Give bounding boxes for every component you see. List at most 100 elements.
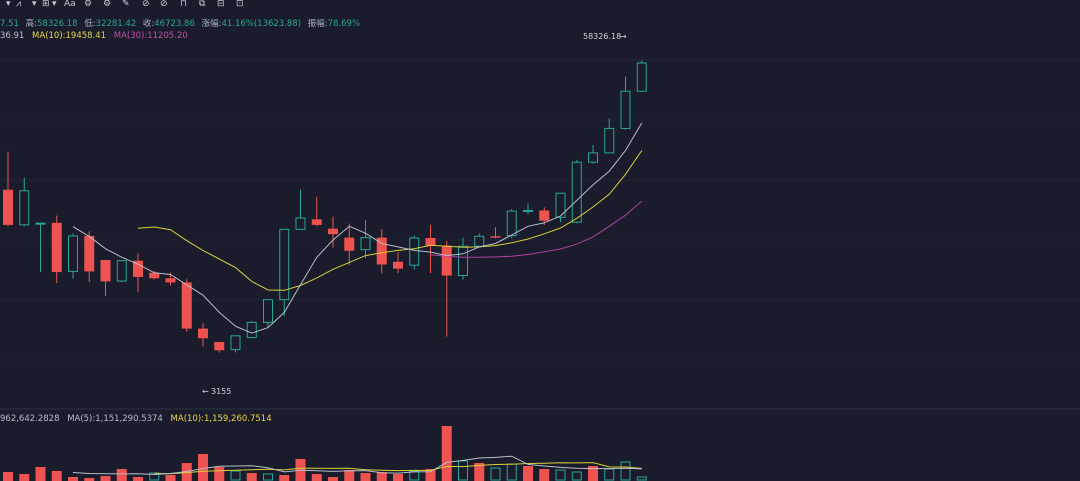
volume-bar bbox=[490, 467, 501, 481]
volume-bar bbox=[458, 460, 468, 481]
volume-bar bbox=[149, 472, 160, 481]
candle-body bbox=[279, 228, 290, 301]
low-annotation: 3155 bbox=[211, 387, 231, 396]
ma10-legend: MA(10):19458.41 bbox=[32, 31, 107, 41]
low-label: 低: bbox=[84, 19, 96, 29]
layers-icon[interactable]: ⊟ bbox=[217, 0, 225, 9]
copy-icon[interactable]: ⧉ bbox=[199, 0, 206, 9]
candle-body bbox=[19, 190, 30, 226]
candle-body bbox=[51, 222, 62, 273]
volume-ma10-legend: MA(10):1,159,260.7514 bbox=[170, 414, 272, 424]
ma5-legend: 36.91 bbox=[0, 31, 25, 41]
candle-body bbox=[3, 189, 13, 225]
volume-bar bbox=[263, 473, 273, 481]
candle-body bbox=[68, 235, 78, 272]
candle-body bbox=[360, 237, 371, 251]
high-annotation: 58326.18 bbox=[583, 32, 621, 41]
ohlc-stats: 7.51 高:58326.18 低:32281.42 收:46723.86 涨幅… bbox=[0, 17, 360, 29]
text-tool-icon[interactable]: Aa bbox=[64, 0, 76, 9]
high-value: 58326.18 bbox=[37, 19, 78, 29]
change-label: 涨幅: bbox=[201, 19, 222, 29]
candle-body bbox=[458, 245, 468, 277]
measure-tool-icon[interactable]: ⊘ bbox=[160, 0, 168, 9]
candles bbox=[3, 60, 647, 353]
volume-bar bbox=[604, 468, 615, 481]
fib-tool-icon[interactable]: ⚙ bbox=[103, 0, 112, 9]
low-arrow: ← bbox=[202, 387, 209, 396]
ma10-line bbox=[137, 150, 643, 291]
close-label: 收: bbox=[142, 19, 155, 29]
volume-bar bbox=[19, 474, 30, 481]
volume-bar bbox=[571, 471, 582, 481]
volume-bar bbox=[230, 470, 241, 481]
volume-legend: 962,642.2828 MA(5):1,151,290.5374 MA(10)… bbox=[0, 414, 277, 424]
candle-body bbox=[198, 328, 208, 339]
ma30-line bbox=[430, 200, 643, 258]
candle-body bbox=[441, 245, 452, 276]
volume-bar bbox=[441, 426, 452, 481]
volume-bar bbox=[409, 470, 420, 481]
volume-bar bbox=[555, 469, 566, 481]
candle-body bbox=[490, 236, 501, 238]
candle-body bbox=[376, 237, 387, 265]
annotations: 58326.18 → ← 3155 bbox=[202, 32, 627, 396]
candle-body bbox=[636, 62, 647, 92]
volume-ma5-legend: MA(5):1,151,290.5374 bbox=[67, 414, 163, 424]
volume-bar bbox=[198, 454, 208, 481]
candle-body bbox=[523, 209, 533, 212]
candle-body bbox=[474, 235, 485, 247]
volume-bar bbox=[165, 475, 176, 481]
pattern-tool-icon[interactable]: ⚙ bbox=[84, 0, 93, 9]
volume-bar bbox=[620, 461, 631, 481]
candle-body bbox=[571, 161, 582, 223]
volume-bar bbox=[51, 471, 62, 481]
volume-bar bbox=[474, 463, 485, 481]
candle-body bbox=[555, 192, 566, 218]
ruler-tool-icon[interactable]: ⊘ bbox=[142, 0, 150, 9]
low-value: 32281.42 bbox=[95, 19, 137, 29]
candle-body bbox=[230, 335, 241, 351]
grid bbox=[0, 59, 1080, 361]
volume-bar bbox=[68, 477, 78, 481]
candle-body bbox=[311, 219, 322, 225]
volume-bar bbox=[246, 473, 257, 481]
volume-ma-lines bbox=[72, 455, 642, 476]
volume-ma10-line bbox=[154, 462, 642, 475]
volume-bar bbox=[393, 474, 403, 481]
candle-body bbox=[116, 260, 127, 282]
brush-tool-icon[interactable]: ✎ bbox=[122, 0, 130, 9]
volume-bar bbox=[506, 463, 517, 481]
chevron-down-icon-2[interactable]: ▾ bbox=[52, 0, 57, 9]
trash-icon[interactable]: ⊡ bbox=[236, 0, 244, 9]
volume-bar bbox=[523, 466, 533, 481]
high-arrow: → bbox=[620, 32, 627, 41]
candle-body bbox=[181, 282, 192, 329]
candle-body bbox=[328, 228, 338, 235]
lock-icon[interactable]: ⊓ bbox=[180, 0, 188, 9]
chevron-down-icon[interactable]: ▾ bbox=[32, 0, 37, 9]
ma30-legend: MA(30):11205.20 bbox=[113, 31, 188, 41]
candle-body bbox=[133, 260, 143, 277]
candle-body bbox=[604, 127, 615, 154]
volume-bars bbox=[3, 426, 647, 481]
volume-bar bbox=[35, 467, 46, 481]
amplitude-label: 振幅: bbox=[307, 19, 328, 29]
candle-body bbox=[588, 152, 598, 163]
candle-body bbox=[246, 321, 257, 339]
amplitude-value: 78.69% bbox=[327, 19, 361, 29]
volume-bar bbox=[588, 466, 598, 481]
crosshair-grid-icon[interactable]: ⊞ bbox=[42, 0, 50, 9]
line-tool-icon[interactable]: ⩘ bbox=[16, 0, 22, 9]
open-value: 7.51 bbox=[0, 19, 19, 29]
candle-body bbox=[409, 237, 420, 266]
candle-body bbox=[100, 260, 111, 282]
volume-bar bbox=[636, 476, 647, 481]
volume-bar bbox=[311, 474, 322, 481]
dropdown-chevron-icon[interactable]: ▾ bbox=[6, 0, 11, 9]
volume-bar bbox=[279, 475, 290, 481]
volume-bar bbox=[344, 470, 355, 481]
candle-body bbox=[35, 222, 46, 225]
candle-body bbox=[214, 342, 225, 351]
drawing-toolbar: ▾ ⩘ ▾ ⊞ ▾ Aa ⚙ ⚙ ✎ ⊘ ⊘ ⊓ ⧉ ⊟ ⊡ bbox=[0, 0, 1080, 10]
